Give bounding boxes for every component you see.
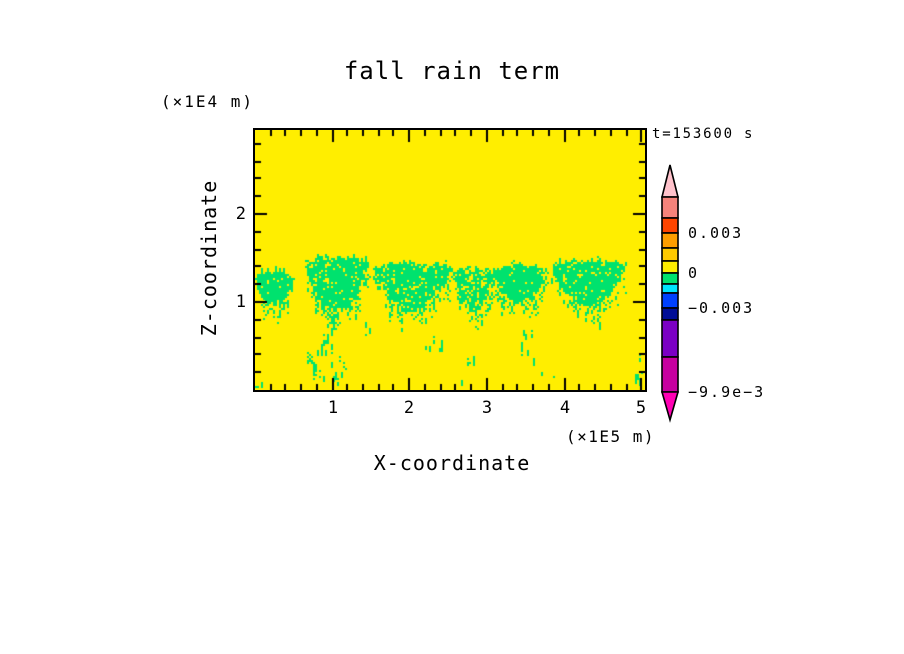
x-axis-unit: (×1E5 m) — [565, 427, 655, 446]
colorbar — [660, 164, 680, 423]
x-tick-label: 2 — [403, 398, 415, 418]
colorbar-tick-label: 0.003 — [688, 224, 744, 242]
x-tick-label: 5 — [635, 398, 647, 418]
timestamp: t=153600 s — [652, 126, 755, 142]
page-title: fall rain term — [343, 57, 561, 85]
colorbar-segment — [661, 196, 679, 219]
heatmap-canvas — [255, 130, 645, 390]
z-axis-unit: (×1E4 m) — [161, 92, 255, 111]
colorbar-segment — [661, 283, 679, 294]
colorbar-tick-label: −0.003 — [688, 299, 755, 317]
x-tick-label: 1 — [327, 398, 339, 418]
colorbar-segment — [661, 356, 679, 393]
colorbar-segment — [661, 247, 679, 262]
z-tick-label: 2 — [235, 204, 246, 224]
x-tick-label: 3 — [481, 398, 493, 418]
colorbar-arrow-down — [660, 391, 680, 423]
colorbar-segment — [661, 307, 679, 321]
colorbar-segment — [661, 272, 679, 285]
colorbar-tick-label: −9.9e−3 — [688, 383, 766, 401]
x-tick-label: 4 — [559, 398, 571, 418]
colorbar-tick-label: 0 — [688, 264, 700, 282]
colorbar-segment — [661, 260, 679, 274]
colorbar-segment — [661, 217, 679, 234]
z-axis-title: Z-coordinate — [197, 179, 221, 337]
colorbar-arrow-up — [660, 164, 680, 198]
z-tick-label: 1 — [235, 292, 246, 312]
x-axis-title: X-coordinate — [373, 451, 531, 475]
colorbar-segment — [661, 232, 679, 249]
colorbar-segment — [661, 292, 679, 309]
colorbar-segment — [661, 319, 679, 358]
plot-frame — [253, 128, 647, 392]
